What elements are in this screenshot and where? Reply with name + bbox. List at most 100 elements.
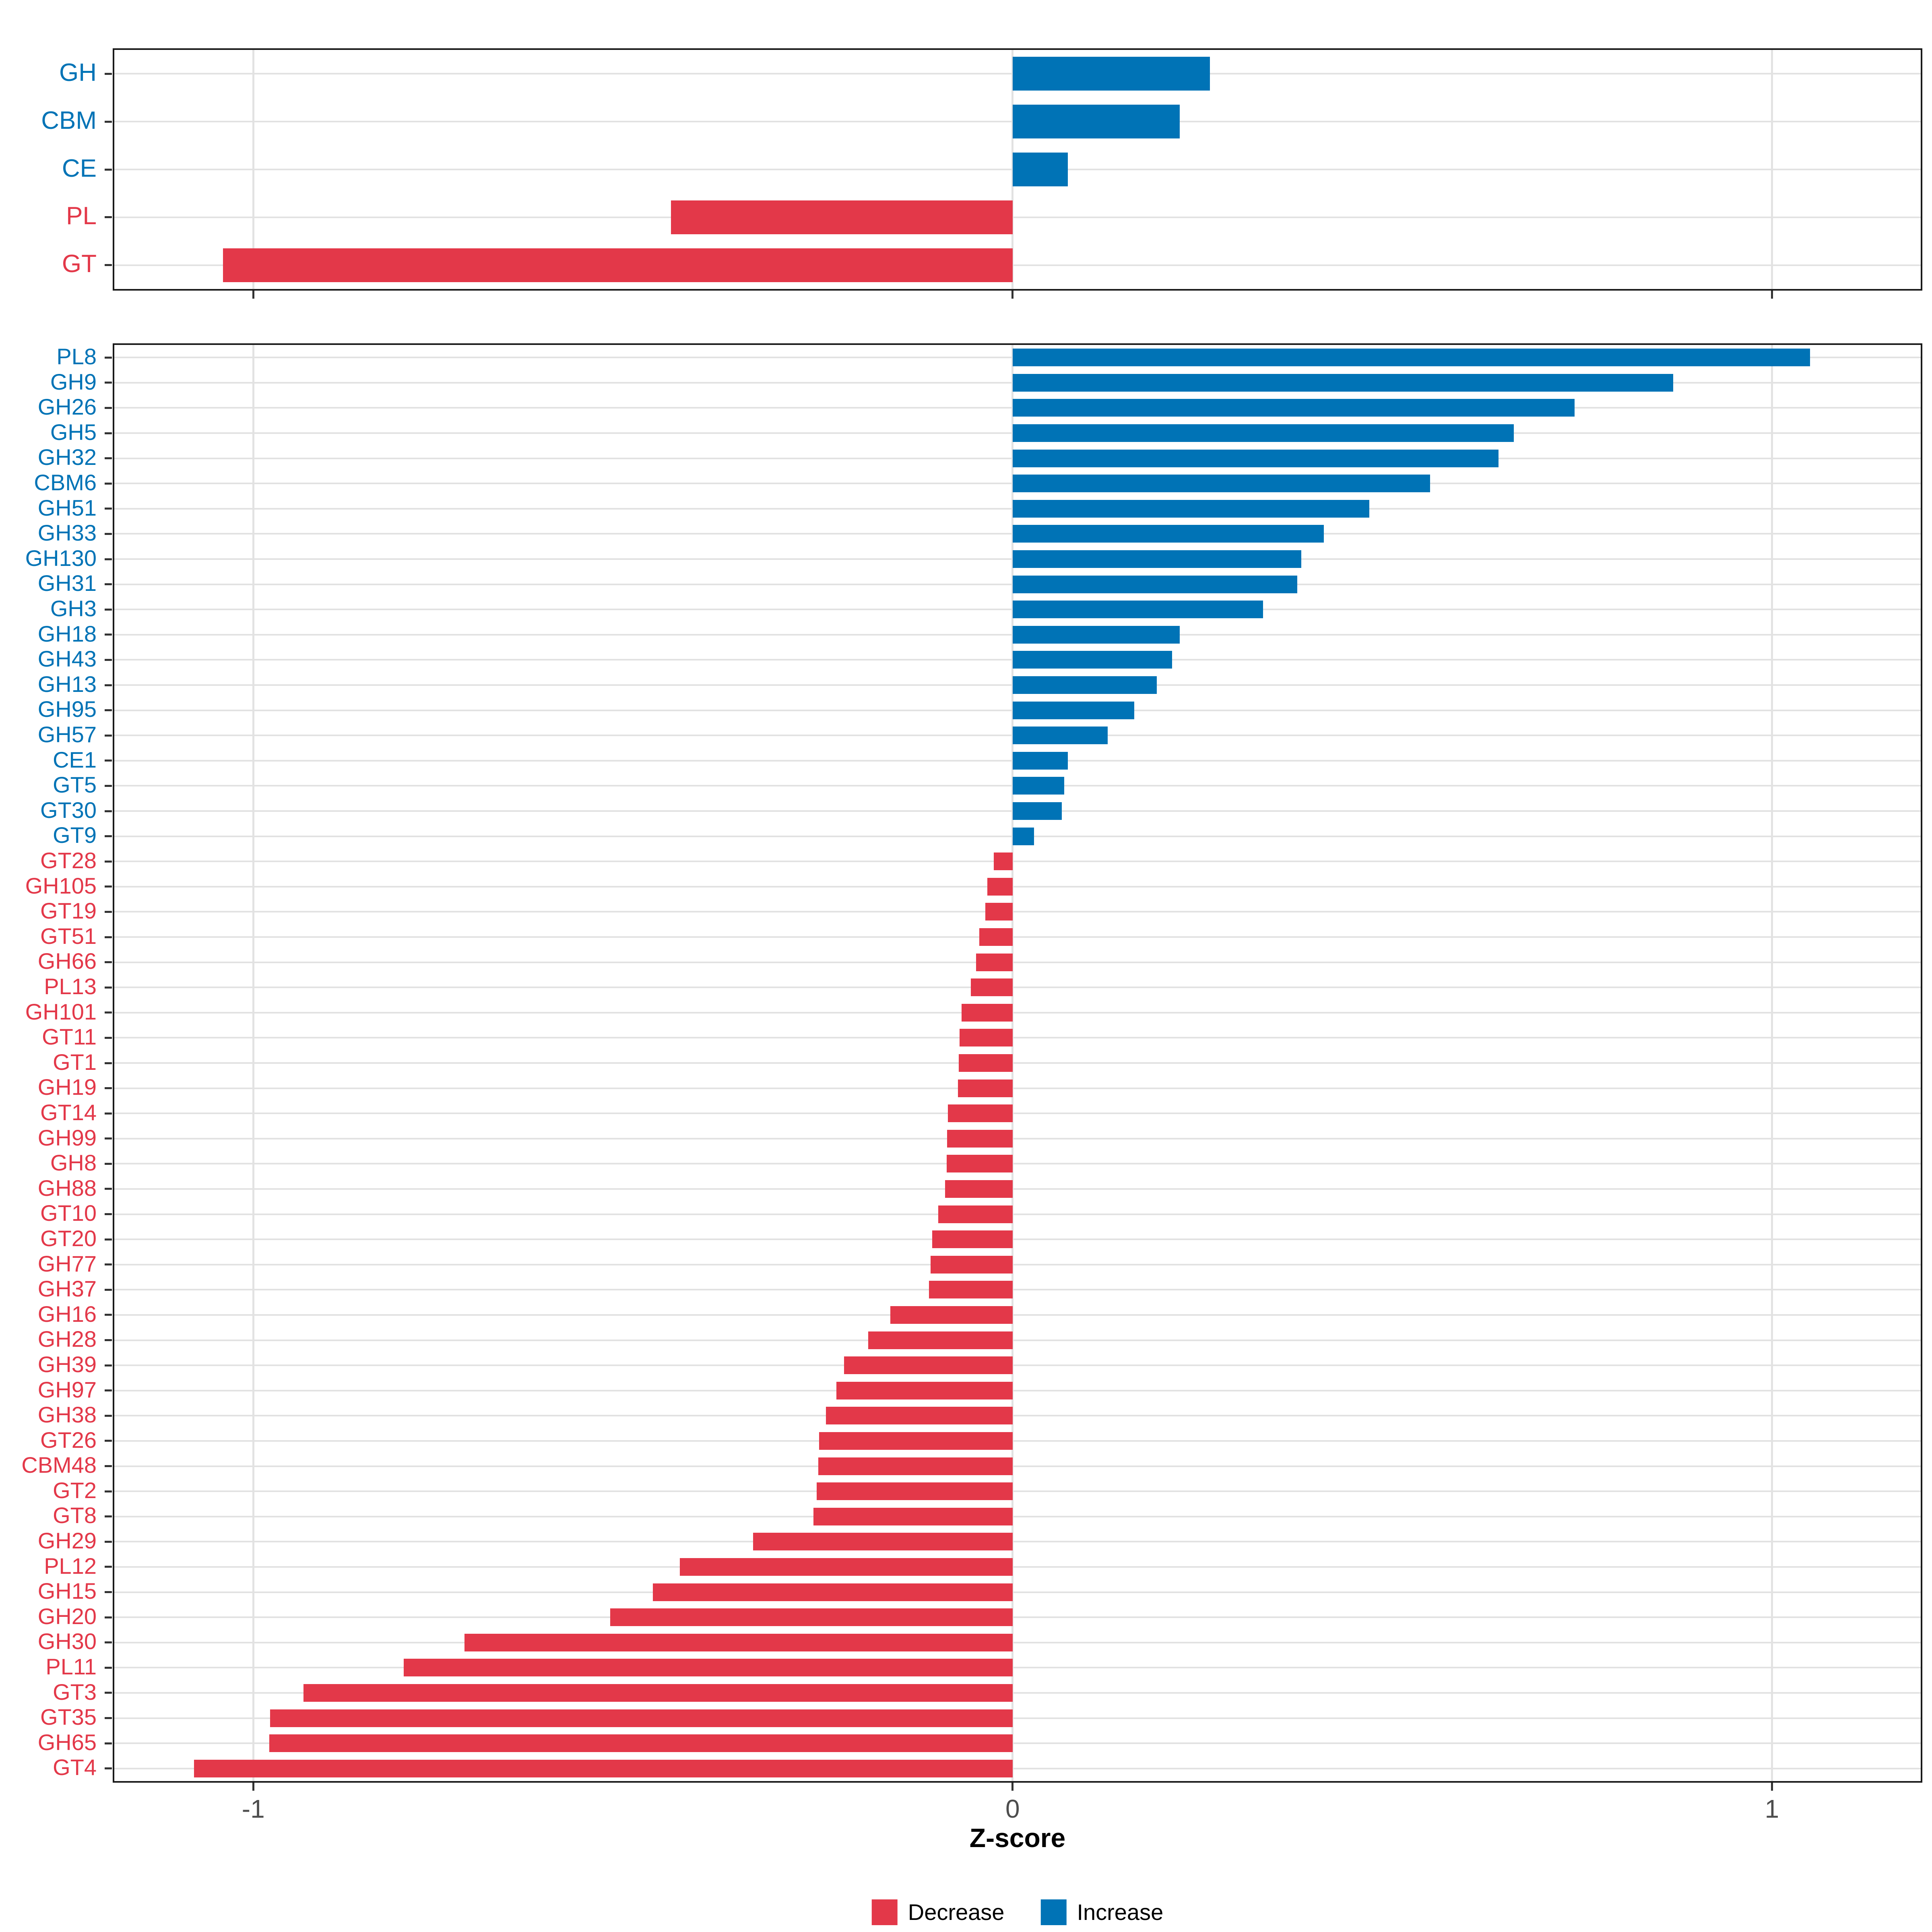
bar-GT10	[938, 1205, 1013, 1223]
bar-GT	[223, 248, 1013, 282]
y-label-GT51: GT51	[40, 923, 97, 949]
y-label-GT19: GT19	[40, 898, 97, 924]
bar-GH15	[652, 1583, 1013, 1601]
legend: Decrease Increase	[871, 1899, 1164, 1925]
bar-GT11	[959, 1029, 1013, 1047]
y-tick-GH77	[105, 1263, 112, 1266]
y-label-PL8: PL8	[56, 344, 97, 369]
x-tick--1	[252, 291, 254, 299]
gridline-row-GT8	[114, 1515, 1921, 1517]
y-label-GH13: GH13	[37, 671, 97, 697]
y-tick-GH37	[105, 1288, 112, 1291]
y-tick-PL	[105, 216, 112, 219]
y-label-GH43: GH43	[37, 646, 97, 672]
y-tick-GT1	[105, 1062, 112, 1064]
y-label-GH95: GH95	[37, 696, 97, 722]
y-label-GH130: GH130	[25, 545, 97, 571]
bar-GH20	[610, 1608, 1013, 1627]
bar-PL13	[970, 978, 1013, 997]
bar-GT2	[817, 1482, 1013, 1501]
y-tick-GT35	[105, 1717, 112, 1719]
bar-PL12	[680, 1558, 1013, 1576]
y-label-GH5: GH5	[50, 419, 97, 445]
gridline-row-GT20	[114, 1238, 1921, 1241]
bar-GT28	[993, 852, 1013, 871]
bar-GH77	[930, 1255, 1013, 1274]
y-label-GH16: GH16	[37, 1301, 97, 1327]
bar-GH9	[1012, 374, 1673, 392]
y-label-GH30: GH30	[37, 1629, 97, 1654]
gridline-row-GH105	[114, 886, 1921, 888]
y-tick-GT20	[105, 1238, 112, 1241]
bar-GH99	[947, 1129, 1013, 1148]
y-label-PL12: PL12	[44, 1553, 97, 1579]
gridline-row-GH8	[114, 1163, 1921, 1165]
gridline-row-GH19	[114, 1087, 1921, 1089]
bar-GT19	[985, 903, 1013, 921]
bar-GH13	[1012, 676, 1157, 694]
legend-swatch-decrease	[871, 1899, 898, 1925]
gridline-row-GH99	[114, 1137, 1921, 1139]
bar-CE	[1012, 153, 1068, 186]
y-label-GH31: GH31	[37, 570, 97, 596]
bar-GH88	[945, 1180, 1013, 1198]
gridline-row-GH15	[114, 1591, 1921, 1593]
gridline-row-GT26	[114, 1440, 1921, 1442]
y-label-GT20: GT20	[40, 1225, 97, 1251]
bar-GH	[1012, 57, 1210, 91]
bar-GH29	[753, 1533, 1013, 1551]
gridline-row-GH39	[114, 1364, 1921, 1366]
gridline-row-GT3	[114, 1692, 1921, 1694]
bar-GH38	[826, 1407, 1013, 1425]
y-label-GT8: GT8	[53, 1503, 97, 1528]
y-tick-GH16	[105, 1314, 112, 1316]
x-tick-label-0: 0	[1005, 1794, 1020, 1823]
y-tick-PL11	[105, 1666, 112, 1669]
bar-GH32	[1012, 449, 1499, 467]
y-tick-PL13	[105, 986, 112, 989]
y-tick-GT3	[105, 1692, 112, 1694]
bar-GT20	[932, 1230, 1013, 1249]
bar-GH16	[890, 1306, 1013, 1324]
bar-GT30	[1012, 802, 1062, 820]
y-tick-GT10	[105, 1213, 112, 1216]
y-tick-GH130	[105, 558, 112, 560]
y-tick-CBM	[105, 120, 112, 123]
y-tick-GH88	[105, 1188, 112, 1190]
x-tick-label--1: -1	[242, 1794, 265, 1823]
gridline-row-GT11	[114, 1037, 1921, 1039]
y-label-CE1: CE1	[53, 747, 97, 772]
x-axis-title: Z-score	[969, 1823, 1066, 1853]
y-tick-GT19	[105, 910, 112, 913]
gridline-row-GH28	[114, 1339, 1921, 1341]
y-label-PL13: PL13	[44, 973, 97, 999]
gridline-row-PL11	[114, 1667, 1921, 1669]
bar-GH57	[1012, 727, 1108, 745]
y-label-GH39: GH39	[37, 1351, 97, 1377]
bar-GH66	[976, 953, 1013, 971]
bar-GT14	[948, 1104, 1013, 1123]
y-tick-GH105	[105, 886, 112, 888]
y-label-GT9: GT9	[53, 822, 97, 848]
bar-GT35	[270, 1709, 1013, 1727]
y-tick-CBM48	[105, 1465, 112, 1468]
y-tick-GH66	[105, 961, 112, 964]
bar-GH33	[1012, 525, 1324, 543]
gridline-row-GT2	[114, 1490, 1921, 1492]
y-tick-GH33	[105, 533, 112, 535]
bar-PL8	[1012, 349, 1810, 367]
bar-GH3	[1012, 601, 1263, 619]
y-label-GH37: GH37	[37, 1276, 97, 1302]
y-tick-GH32	[105, 457, 112, 460]
bar-GH95	[1012, 701, 1134, 719]
y-label-CBM48: CBM48	[21, 1452, 97, 1478]
gridline-row-GT10	[114, 1213, 1921, 1215]
y-tick-PL12	[105, 1566, 112, 1568]
y-label-GH29: GH29	[37, 1528, 97, 1554]
y-tick-GH13	[105, 684, 112, 686]
legend-label-increase: Increase	[1077, 1899, 1164, 1925]
y-label-GH65: GH65	[37, 1729, 97, 1755]
y-tick-GT2	[105, 1490, 112, 1492]
y-tick-GH65	[105, 1742, 112, 1744]
y-label-CBM6: CBM6	[34, 470, 97, 495]
